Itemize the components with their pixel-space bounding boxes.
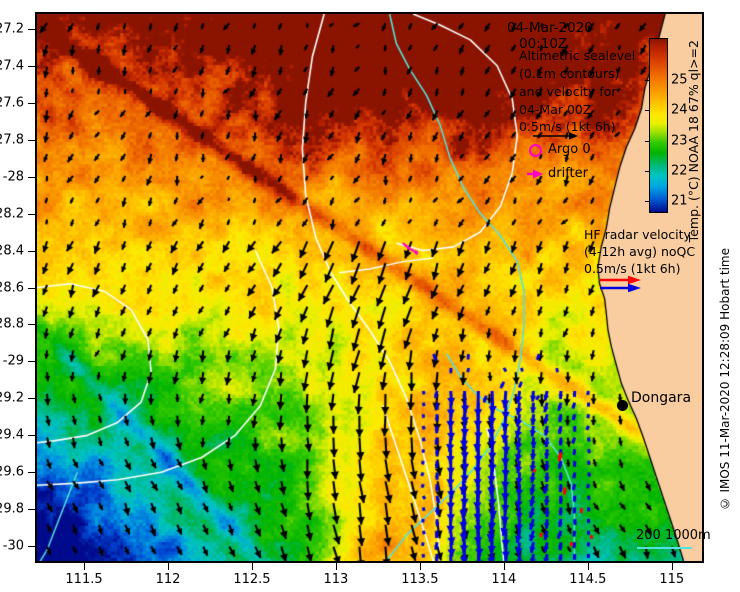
place-label-dongara: Dongara [631, 390, 692, 406]
colorbar-tick-label: 25 [671, 72, 688, 88]
y-tick-label: 27.8 [0, 132, 24, 148]
y-tick [28, 28, 35, 30]
map-plot-area[interactable] [35, 12, 704, 563]
y-tick [28, 546, 35, 548]
y-tick-label: -30 [2, 538, 24, 554]
y-tick [28, 176, 35, 178]
colorbar-title: Temp. (°C) NOAA 18 67% ql>=2 [686, 40, 701, 243]
x-tick [84, 563, 86, 570]
colorbar-tick [645, 110, 650, 112]
y-tick-label: 29.8 [0, 501, 24, 517]
y-tick-label: 28.2 [0, 206, 24, 222]
x-tick-label: 113.5 [401, 572, 439, 587]
hf-radar-scale-arrows [600, 275, 641, 293]
altimetry-scale-arrow [533, 132, 578, 140]
hf-radar-legend-line3: 0.5m/s (1kt 6h) [584, 261, 681, 276]
title-time: 00:10Z [519, 36, 568, 52]
altimetry-legend-line4: 04-Mar 00Z [519, 102, 592, 117]
drifter-legend-label: drifter [548, 166, 588, 181]
y-tick [28, 213, 35, 215]
velocity-overlay [37, 14, 702, 561]
y-tick [28, 398, 35, 400]
x-tick [671, 563, 673, 570]
colorbar-tick [645, 140, 650, 142]
x-tick [251, 563, 253, 570]
y-tick-label: -28 [2, 169, 24, 185]
colorbar-tick [645, 170, 650, 172]
y-tick [28, 65, 35, 67]
altimetry-legend-line3: and velocity for [519, 84, 617, 99]
x-tick-label: 111.5 [65, 572, 103, 587]
drifter-marker-icon [527, 169, 543, 179]
y-tick [28, 324, 35, 326]
y-tick [28, 361, 35, 363]
y-tick [28, 250, 35, 252]
x-tick [587, 563, 589, 570]
dongara-marker [617, 400, 628, 411]
depth-contour-legend: 200 1000m [636, 528, 711, 543]
hf-radar-legend-line1: HF radar velocity [584, 227, 691, 242]
colorbar-tick-label: 24 [671, 102, 688, 118]
title-date: 04-Mar-2020 [507, 20, 593, 36]
hf-radar-legend-line2: (4-12h avg) noQC [584, 244, 696, 259]
y-tick-label: 28.8 [0, 316, 24, 332]
x-tick-label: 114 [491, 572, 517, 587]
y-tick-label: 28.4 [0, 243, 24, 259]
y-tick-label: 29.4 [0, 427, 24, 443]
depth-contour-legend-line [637, 547, 692, 549]
argo-legend-label: Argo 0 [548, 142, 591, 157]
y-tick-label: 29.2 [0, 390, 24, 406]
colorbar-tick-label: 22 [671, 163, 688, 179]
x-tick-label: 114.5 [569, 572, 607, 587]
y-tick-label: 29.6 [0, 464, 24, 480]
y-tick-label: 27.2 [0, 21, 24, 37]
colorbar-tick [645, 200, 650, 202]
argo-marker-icon [529, 144, 542, 157]
y-tick [28, 139, 35, 141]
x-tick [503, 563, 505, 570]
y-tick [28, 435, 35, 437]
y-tick-label: 27.6 [0, 95, 24, 111]
x-tick [419, 563, 421, 570]
colorbar [649, 38, 668, 213]
y-tick-label: 28.6 [0, 280, 24, 295]
y-tick [28, 509, 35, 511]
colorbar-tick [645, 80, 650, 82]
x-tick [335, 563, 337, 570]
altimetry-legend-line2: (0.1m contours) [519, 66, 620, 81]
y-tick [28, 102, 35, 104]
y-tick [28, 472, 35, 474]
y-tick [28, 287, 35, 289]
x-tick-label: 115 [659, 572, 685, 587]
colorbar-tick-label: 21 [671, 193, 688, 209]
y-tick-label: -29 [2, 353, 24, 369]
altimetry-legend-line1: Altimetric sealevel [519, 48, 636, 63]
x-tick-label: 112.5 [233, 572, 271, 587]
y-tick-label: 27.4 [0, 58, 24, 74]
colorbar-tick-label: 23 [671, 133, 688, 149]
x-tick [167, 563, 169, 570]
credit-text: © IMOS 11-Mar-2020 12:28:09 Hobart time [718, 248, 732, 511]
x-tick-label: 112 [155, 572, 181, 587]
altimetry-legend-line5: 0.5m/s (1kt 6h) [519, 119, 616, 134]
x-tick-label: 113 [323, 572, 349, 587]
